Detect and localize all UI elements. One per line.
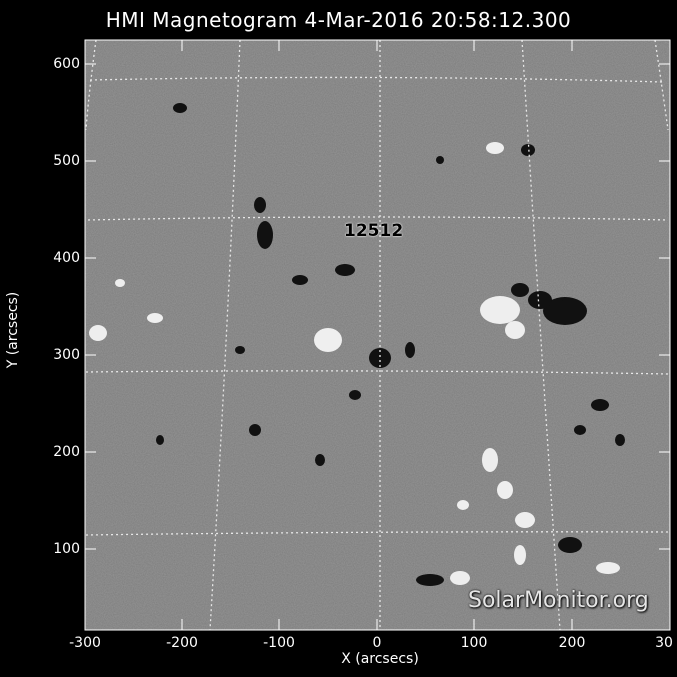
x-tick-label: 0 — [372, 635, 382, 651]
page-title: HMI Magnetogram 4-Mar-2016 20:58:12.300 — [105, 8, 572, 32]
coordinate-grid — [85, 39, 671, 631]
y-tick-label: 200 — [53, 444, 80, 460]
axis-ticks — [84, 40, 670, 630]
positive-polarity-regions — [89, 142, 620, 585]
negative-polarity-regions — [156, 103, 625, 586]
y-tick-label: 500 — [53, 153, 80, 169]
x-tick-label: 30 — [655, 635, 673, 651]
x-tick-label: -300 — [69, 635, 101, 651]
watermark: SolarMonitor.org — [468, 588, 649, 613]
y-axis-label: Y (arcsecs) — [5, 291, 21, 369]
x-tick-label: -200 — [166, 635, 198, 651]
active-region-label: 12512 — [344, 221, 404, 241]
y-tick-label: 600 — [53, 56, 80, 72]
y-tick-label: 300 — [53, 347, 80, 363]
y-tick-label: 400 — [53, 250, 80, 266]
x-tick-label: 200 — [558, 635, 586, 651]
x-axis-label: X (arcsecs) — [341, 651, 419, 667]
y-tick-label: 100 — [53, 541, 80, 557]
x-tick-label: -100 — [263, 635, 295, 651]
x-tick-label: 100 — [460, 635, 488, 651]
